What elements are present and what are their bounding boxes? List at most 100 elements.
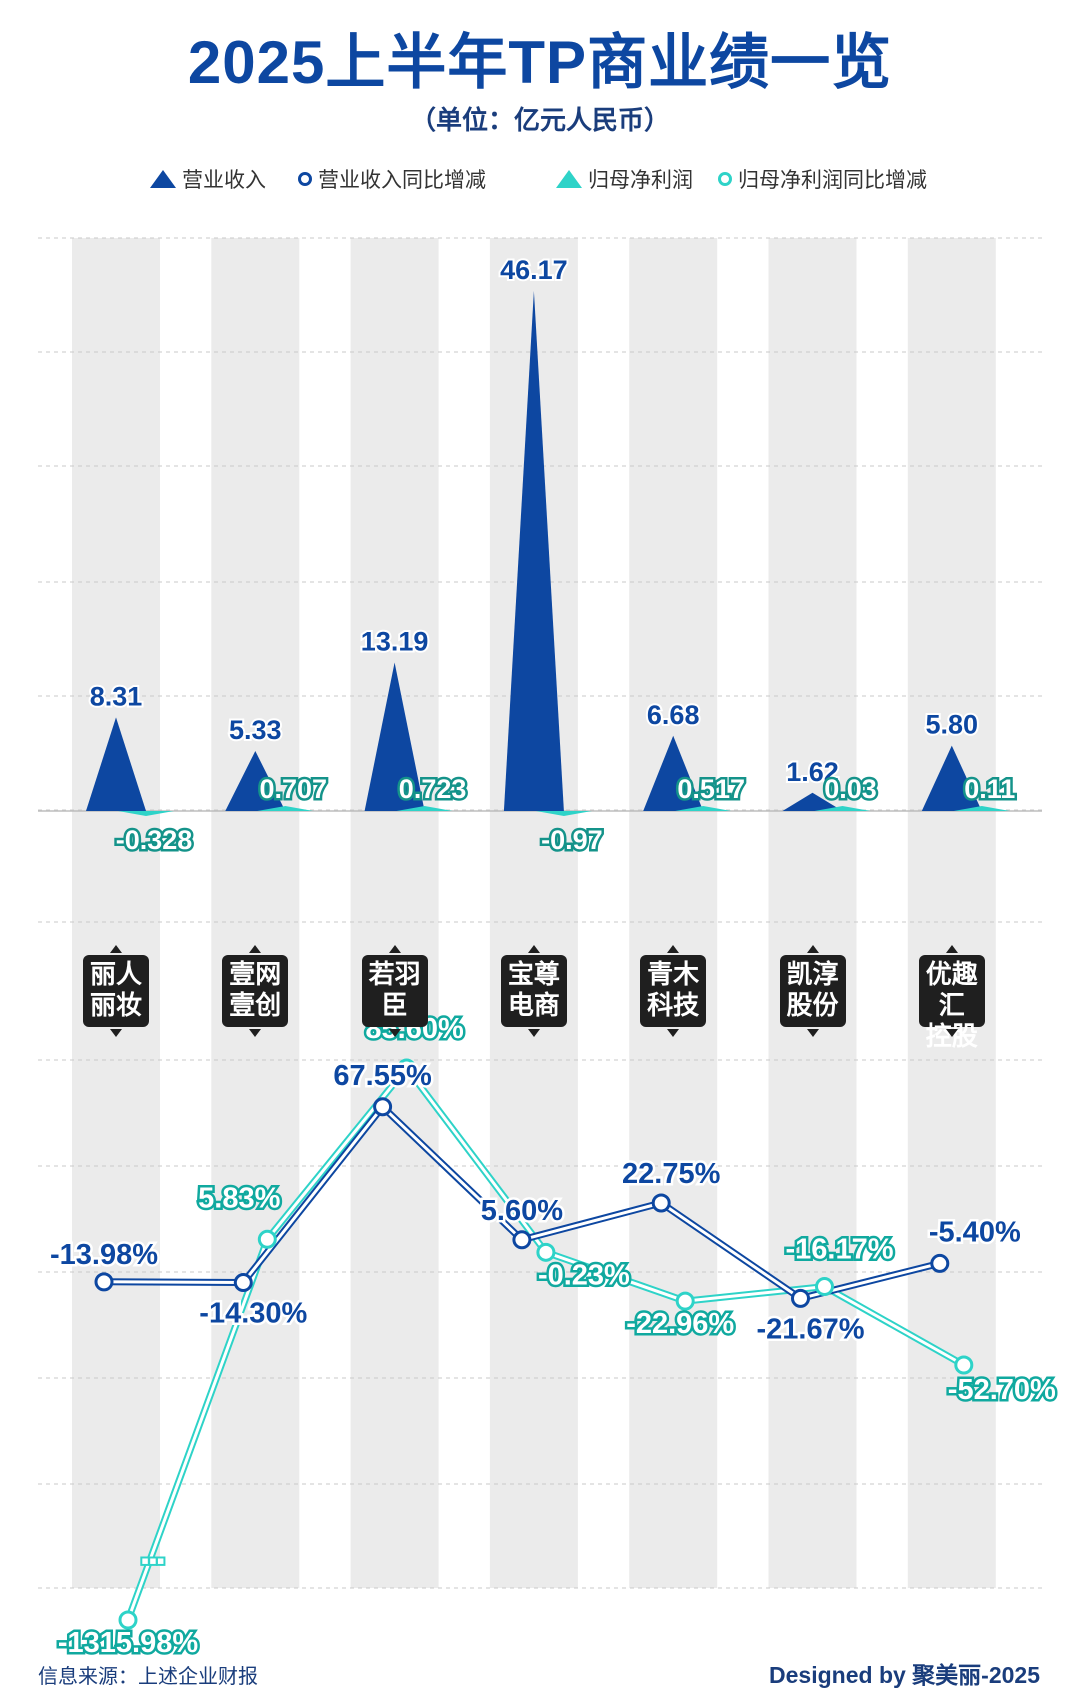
revenue-triangle: [364, 662, 425, 811]
revenue-value-label: 5.80: [926, 710, 979, 740]
triangle-icon: [556, 170, 582, 188]
revenue-yoy-label: 5.60%: [481, 1195, 563, 1227]
company-label-line1: 若羽: [368, 959, 421, 989]
revenue-value-label: 8.31: [90, 681, 143, 711]
profit-yoy-point: [815, 1277, 834, 1297]
company-label: 丽人 丽妆: [83, 945, 149, 1037]
category-band: [907, 238, 996, 1588]
company-label: 若羽臣: [361, 945, 428, 1037]
profit-value-label: 0.723: [399, 774, 467, 804]
revenue-yoy-point: [930, 1253, 950, 1273]
revenue-value-label: 5.33: [229, 715, 282, 745]
company-label-line2: 丽妆: [89, 990, 142, 1020]
company-label-line1: 青木: [647, 959, 700, 989]
legend-label: 归母净利润: [588, 169, 693, 192]
legend-label: 归母净利润同比增减: [738, 169, 927, 192]
profit-triangle: [118, 811, 174, 816]
chart-subtitle: （单位：亿元人民币）: [409, 105, 670, 135]
revenue-yoy-point: [512, 1230, 532, 1250]
category-band: [768, 238, 857, 1588]
category-band: [629, 238, 718, 1588]
category-band: [211, 238, 300, 1588]
profit-triangle: [535, 811, 592, 816]
company-label-line2: 科技: [647, 990, 700, 1020]
company-label-line1: 丽人: [89, 959, 142, 989]
profit-yoy-label: -0.23%: [538, 1259, 630, 1291]
revenue-yoy-label: 67.55%: [333, 1060, 432, 1092]
company-label-line2: 臣: [381, 990, 408, 1020]
revenue-value-label: 6.68: [647, 700, 700, 730]
profit-yoy-point: [954, 1355, 974, 1375]
company-label-line1: 宝尊: [507, 959, 560, 989]
company-label-line2: 壹创: [229, 990, 282, 1020]
circle-icon: [298, 172, 312, 186]
company-label: 壹网 壹创: [222, 945, 289, 1037]
profit-yoy-label: -1315.98%: [58, 1627, 198, 1659]
revenue-value-label: 1.62: [786, 757, 839, 787]
profit-yoy-point: [397, 1058, 417, 1078]
profit-triangle: [675, 806, 732, 811]
revenue-triangle: [86, 717, 146, 811]
revenue-triangle: [225, 750, 286, 811]
company-label: 宝尊 电商: [500, 945, 567, 1037]
revenue-yoy-label: 22.75%: [622, 1158, 721, 1190]
axis-break-marker: ▪▪▪: [141, 1548, 164, 1573]
legend-revenue: 营业收入: [150, 164, 266, 194]
revenue-triangle: [921, 745, 982, 811]
profit-value-label: -0.328: [116, 825, 193, 855]
profit-yoy-label: 5.83%: [198, 1182, 280, 1214]
category-band: [72, 238, 160, 1588]
profit-value-label: -0.97: [541, 825, 603, 855]
triangle-icon: [150, 170, 176, 188]
company-label: 凯淳 股份: [779, 945, 846, 1037]
company-label: 青木 科技: [640, 945, 707, 1037]
revenue-yoy-point: [233, 1273, 253, 1293]
company-label-line1: 凯淳: [786, 959, 839, 989]
revenue-triangle: [643, 735, 704, 811]
company-label-line1: 壹网: [229, 959, 282, 989]
profit-triangle: [953, 806, 1010, 811]
profit-value-label: 0.11: [964, 774, 1015, 804]
company-label-line2: 控股: [925, 1021, 978, 1051]
revenue-triangle: [782, 792, 843, 811]
profit-value-label: 0.517: [677, 774, 745, 804]
revenue-yoy-label: -14.30%: [199, 1298, 307, 1330]
profit-value-label: 0.03: [824, 774, 877, 804]
company-label: 优趣汇 控股: [918, 945, 985, 1051]
designer-credit: Designed by 聚美丽-2025: [769, 1662, 1040, 1688]
legend-label: 营业收入: [182, 169, 266, 192]
source-note: 信息来源：上述企业财报: [38, 1666, 258, 1688]
revenue-triangle: [503, 291, 564, 811]
category-band: [350, 238, 439, 1588]
revenue-yoy-point: [94, 1272, 114, 1292]
revenue-yoy-point: [791, 1288, 810, 1308]
legend-revenue-yoy: 营业收入同比增减: [298, 164, 486, 194]
profit-yoy-label: -52.70%: [948, 1374, 1056, 1406]
revenue-yoy-point: [373, 1097, 393, 1117]
profit-yoy-label: -16.17%: [785, 1234, 893, 1266]
company-label-line2: 股份: [786, 990, 839, 1020]
profit-triangle: [814, 806, 871, 811]
revenue-yoy-label: -5.40%: [929, 1216, 1021, 1248]
profit-triangle: [257, 806, 314, 811]
legend-profit: 归母净利润: [556, 164, 693, 194]
profit-yoy-label: -22.96%: [626, 1308, 734, 1340]
profit-triangle: [396, 806, 453, 811]
revenue-yoy-label: -13.98%: [50, 1239, 158, 1271]
circle-icon: [718, 172, 732, 186]
company-label-line2: 电商: [507, 990, 560, 1020]
revenue-yoy-label: -21.67%: [756, 1313, 864, 1345]
profit-value-label: 0.707: [260, 774, 328, 804]
chart-title: 2025上半年TP商业绩一览: [187, 29, 893, 96]
profit-yoy-point: [675, 1291, 695, 1311]
revenue-yoy-point: [651, 1193, 671, 1213]
profit-yoy-point: [536, 1242, 556, 1262]
revenue-value-label: 46.17: [500, 255, 568, 285]
legend-label: 营业收入同比增减: [318, 169, 486, 192]
legend-profit-yoy: 归母净利润同比增减: [718, 164, 927, 194]
revenue-value-label: 13.19: [361, 626, 429, 656]
profit-yoy-point: [118, 1610, 138, 1630]
company-label-line1: 优趣汇: [925, 959, 978, 1020]
profit-yoy-point: [257, 1229, 277, 1249]
